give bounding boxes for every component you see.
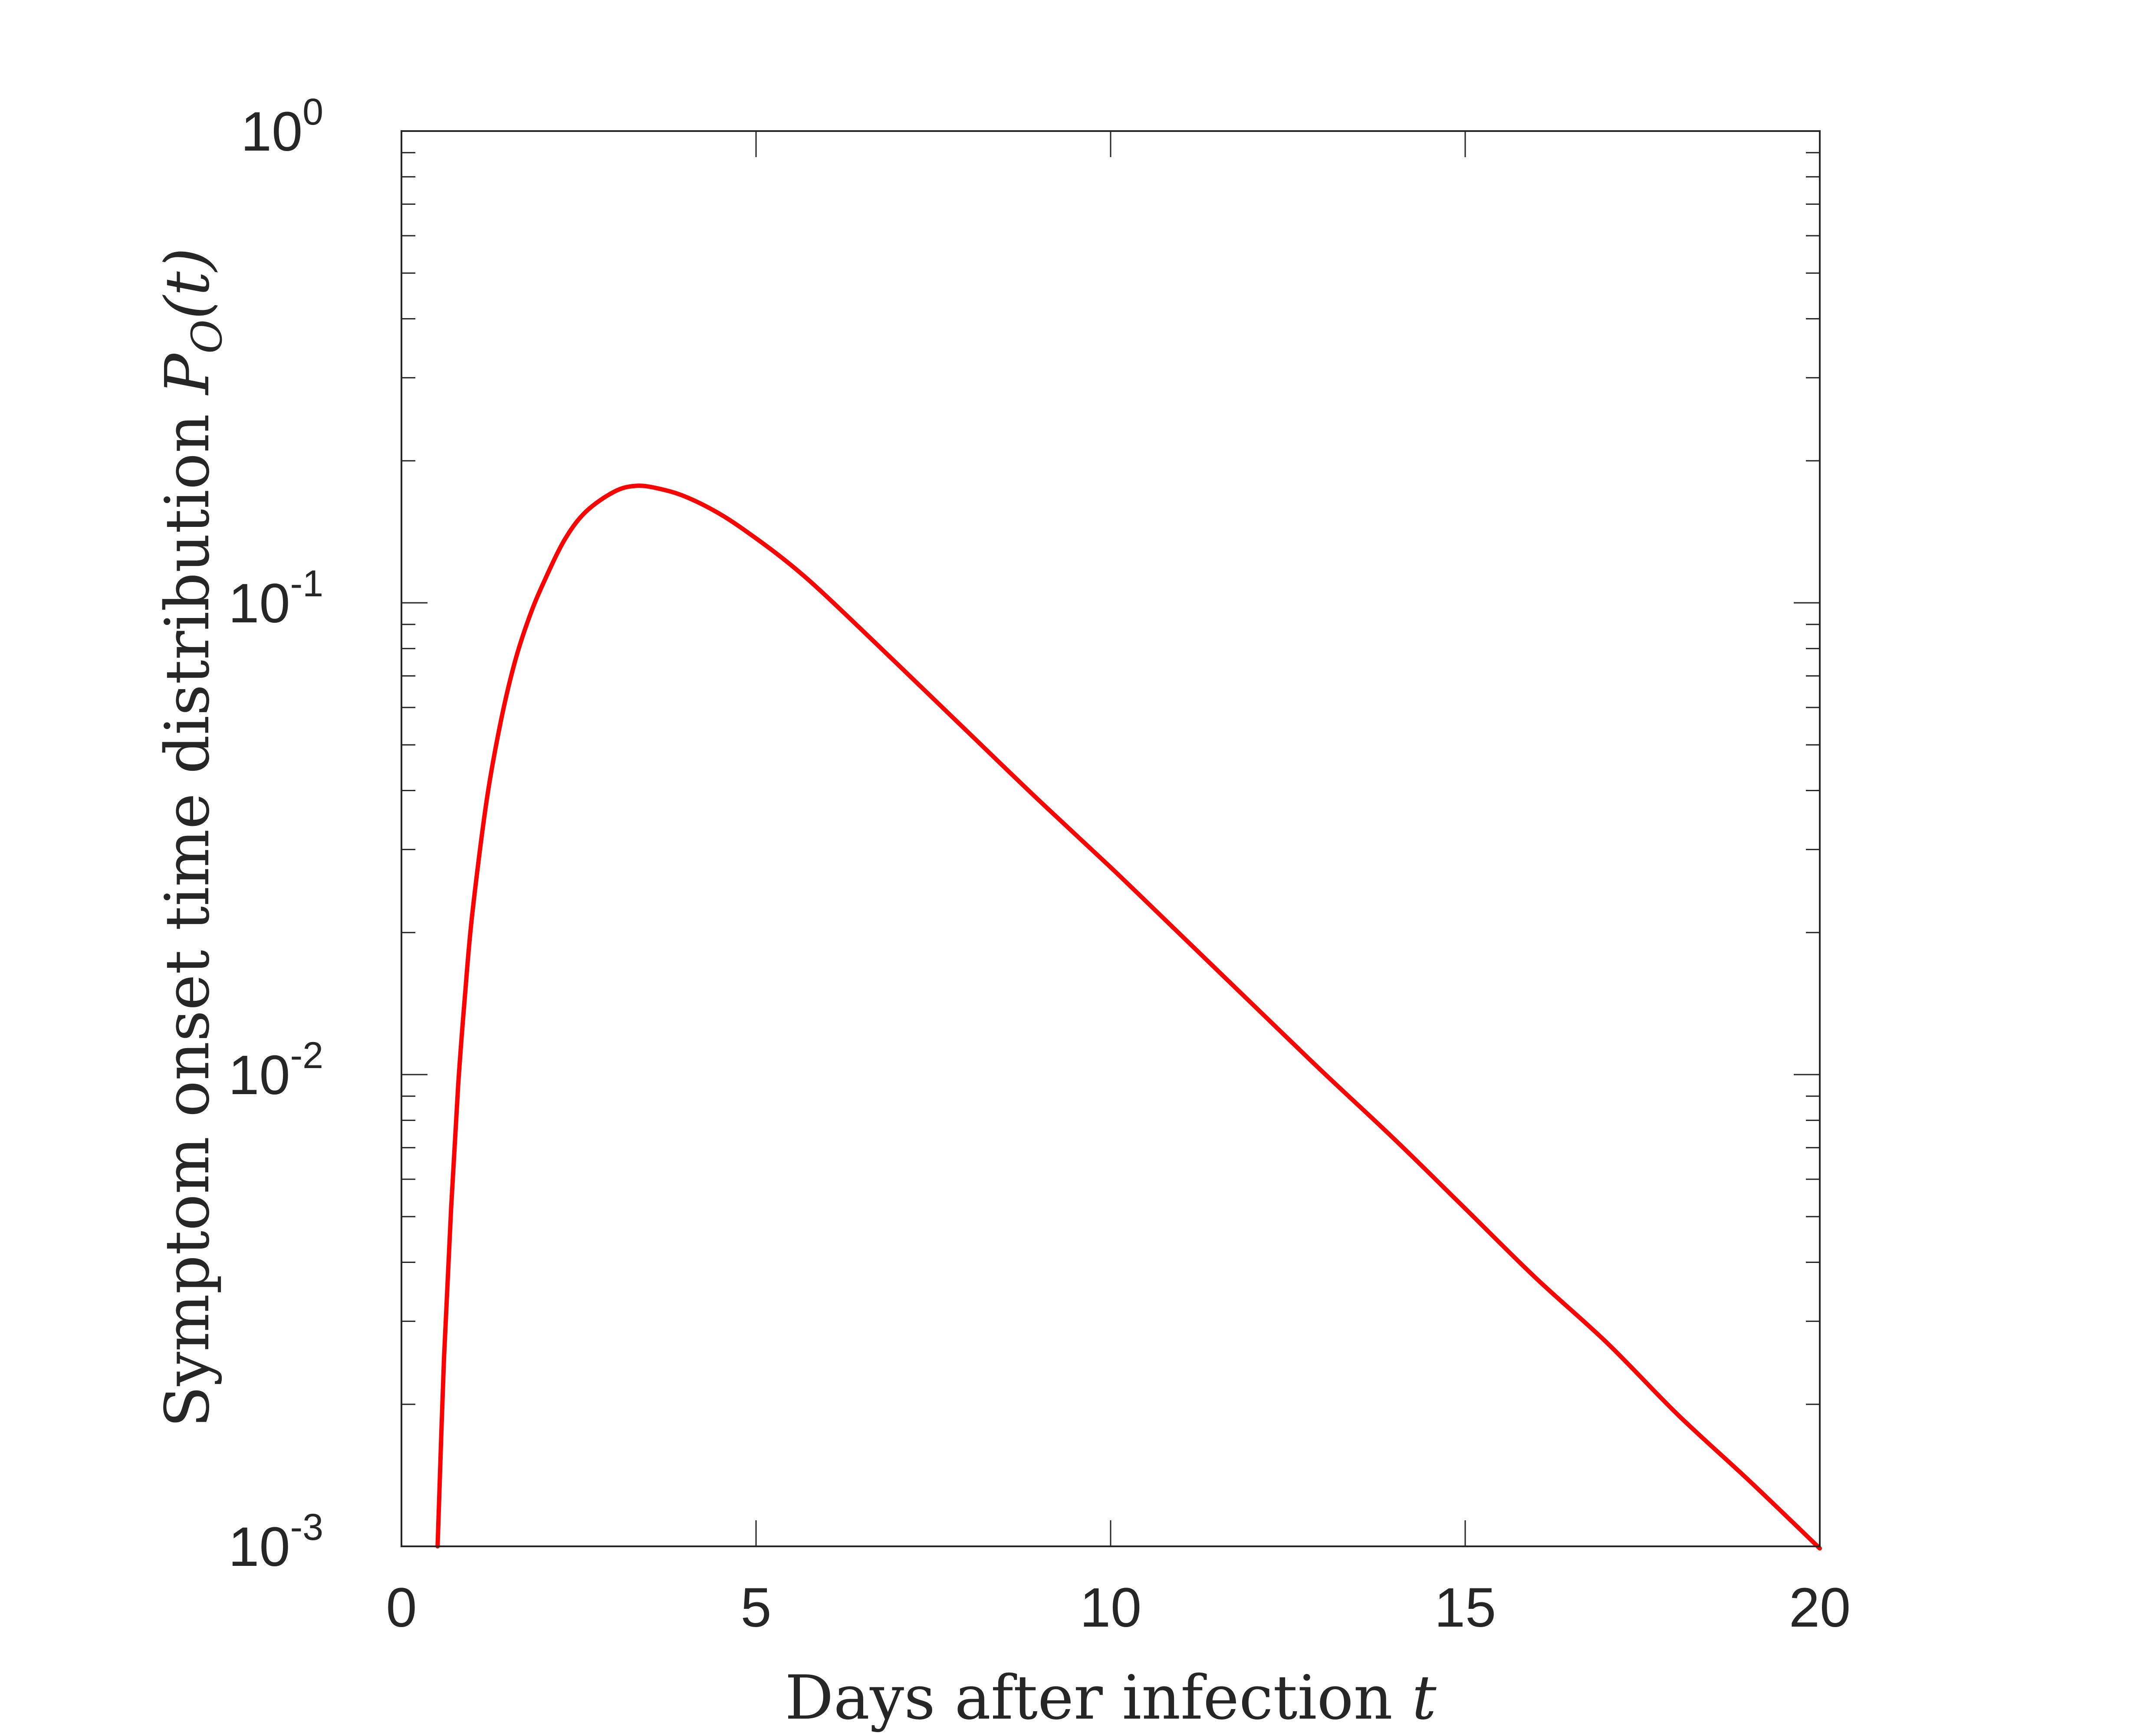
series-layer [435, 483, 1822, 1551]
y-tick-label-base-1: 10 [228, 572, 290, 635]
y-tick-label-3: 10-3 [228, 1506, 323, 1578]
plot-frame [401, 130, 1821, 1547]
x-axis-label-text: Days after infection [785, 1663, 1392, 1733]
x-tick-label-3: 15 [1434, 1577, 1496, 1639]
y-tick-label-exp-0: 0 [303, 91, 323, 133]
x-tick-label-2: 10 [1080, 1577, 1141, 1639]
x-axis-label: Days after infection t [785, 1663, 1437, 1733]
y-tick-label-exp-3: -3 [290, 1506, 323, 1548]
y-tick-label-exp-2: -2 [290, 1035, 323, 1076]
y-axis-label: Symptom onset time distribution PO(t) [152, 248, 231, 1428]
y-tick-label-exp-1: -1 [290, 563, 323, 605]
y-tick-label-base-2: 10 [228, 1044, 290, 1106]
series-line-0 [435, 483, 1822, 1551]
y-axis-label-argument: (t) [152, 248, 223, 320]
y-tick-label-base-0: 10 [241, 101, 303, 163]
x-tick-label-1: 5 [740, 1577, 771, 1639]
y-axis-label-subscript: O [183, 319, 231, 354]
y-tick-label-1: 10-1 [228, 563, 323, 635]
x-axis-label-variable: t [1412, 1663, 1437, 1733]
y-tick-label-base-3: 10 [228, 1516, 290, 1578]
y-tick-label-2: 10-2 [228, 1035, 323, 1106]
y-tick-label-0: 100 [241, 91, 323, 163]
y-axis-label-text: Symptom onset time distribution [152, 414, 223, 1428]
x-tick-label-0: 0 [386, 1577, 417, 1639]
x-tick-label-4: 20 [1789, 1577, 1851, 1639]
y-axis-label-variable: P [152, 352, 223, 396]
